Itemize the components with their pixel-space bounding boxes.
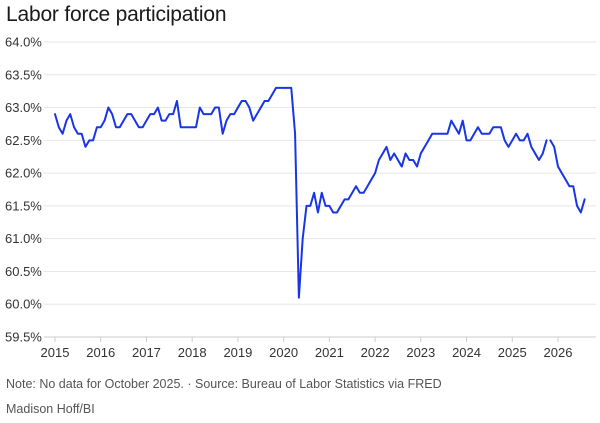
source-note: Note: No data for October 2025. · Source… [6,377,442,391]
author-credit: Madison Hoff/BI [6,402,95,416]
series-line [549,139,586,214]
x-tick-label: 2017 [132,345,161,360]
x-tick-label: 2015 [41,345,70,360]
grid-lines [44,41,596,338]
x-axis: 2015 2016 2017 2018 2019 2020 2021 2022 2023 2024… [41,336,596,360]
y-tick-label: 63.0% [5,100,42,115]
x-tick-label: 2026 [544,345,573,360]
y-axis-labels: 59.5% 60.0% 60.5% 61.0% 61.5% 62.0% 62.5% 63.0%… [5,35,42,345]
y-tick-label: 61.0% [5,231,42,246]
series-line [54,86,548,299]
x-tick-label: 2024 [452,345,481,360]
chart-title: Labor force participation [6,3,227,26]
y-tick-label: 60.0% [5,297,42,312]
data-series [54,86,586,299]
x-tick-label: 2016 [86,345,115,360]
y-tick-label: 63.5% [5,67,42,82]
y-tick-label: 62.5% [5,133,42,148]
x-tick-label: 2025 [498,345,527,360]
x-tick-label: 2021 [315,345,344,360]
x-tick-label: 2018 [178,345,207,360]
x-tick-label: 2023 [406,345,435,360]
y-tick-label: 61.5% [5,198,42,213]
y-tick-label: 59.5% [5,330,42,345]
x-tick-label: 2019 [223,345,252,360]
y-tick-label: 64.0% [5,35,42,50]
x-tick-label: 2022 [361,345,390,360]
y-tick-label: 62.0% [5,166,42,181]
y-tick-label: 60.5% [5,264,42,279]
x-tick-label: 2020 [269,345,298,360]
